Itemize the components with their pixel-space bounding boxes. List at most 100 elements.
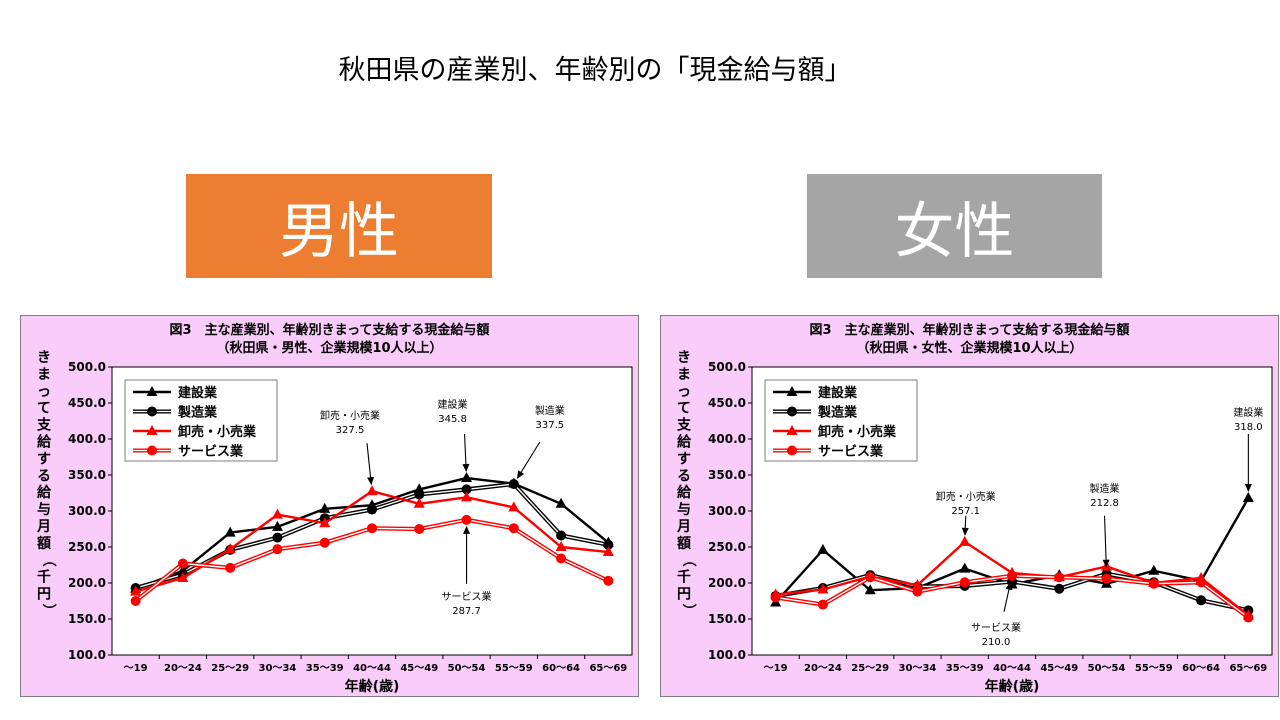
x-tick-label: 25～29 [851, 663, 889, 674]
series-3-point [817, 583, 829, 594]
series-3-point [911, 579, 923, 590]
y-axis-label-char: 与 [37, 502, 51, 518]
y-tick-label: 300.0 [708, 504, 746, 518]
y-axis-label-char: 月 [676, 519, 691, 535]
series-1-point [271, 520, 283, 531]
y-tick-label: 250.0 [708, 540, 746, 554]
series-4-point [1148, 578, 1159, 589]
series-3-point [224, 543, 236, 554]
x-tick-label: 50～54 [1088, 663, 1126, 674]
series-4 [770, 570, 1254, 623]
x-tick-label: 20～24 [804, 663, 842, 674]
series-4-point [556, 553, 567, 564]
legend-label: 製造業 [177, 405, 218, 421]
legend-label: 建設業 [178, 385, 218, 401]
legend-entry: 製造業 [133, 405, 218, 421]
y-tick-label: 450.0 [708, 396, 746, 410]
x-tick-label: 60～64 [542, 663, 580, 674]
series-3-point [461, 491, 473, 502]
legend-label: サービス業 [818, 444, 884, 460]
y-tick-label: 100.0 [708, 648, 746, 662]
annotation-arrow-head [463, 525, 471, 534]
annotation: 卸売・小売業 327.5 [320, 409, 380, 486]
x-tick-label: 65～69 [589, 663, 627, 674]
annotation-arrow-head [367, 476, 375, 486]
y-axis-label-char: て [37, 401, 51, 417]
series-4-point [1054, 572, 1065, 583]
annotation-arrow-line [1103, 515, 1107, 567]
annotation-value: 210.0 [982, 637, 1011, 648]
x-tick-label: ～19 [124, 663, 148, 674]
annotation-arrow-head [1102, 559, 1110, 568]
x-tick-label: 35～39 [946, 663, 984, 674]
x-tick-label: 55～59 [1135, 663, 1173, 674]
series-4-point [1007, 570, 1017, 581]
series-2-point [414, 489, 425, 500]
female-header-label: 女性 [894, 196, 1015, 267]
legend-point [787, 445, 797, 456]
y-axis-label-char: 給 [677, 484, 692, 501]
y-tick-label: 400.0 [68, 432, 106, 446]
annotation-value: 212.8 [1090, 498, 1119, 509]
series-3-point [413, 497, 425, 508]
y-axis-label-char: 給 [37, 434, 52, 451]
series-3-point [508, 501, 520, 512]
y-axis-label-char: 月 [36, 519, 51, 535]
x-tick-label: 65～69 [1229, 663, 1267, 674]
y-tick-label: 350.0 [68, 468, 106, 482]
series-2-point [272, 532, 283, 543]
legend-point [146, 425, 158, 435]
y-axis-label-char: ） [680, 604, 696, 618]
annotation: 製造業 337.5 [516, 404, 565, 479]
series-1-point [319, 502, 331, 513]
legend-entry: 製造業 [773, 405, 858, 421]
legend-point [147, 445, 157, 456]
legend-label: サービス業 [178, 444, 244, 460]
legend-entry: 卸売・小売業 [773, 424, 897, 440]
legend-point [147, 406, 157, 417]
male-header-label: 男性 [279, 196, 399, 267]
legend-label: 製造業 [817, 405, 858, 421]
y-tick-label: 200.0 [708, 576, 746, 590]
annotation-label: 製造業 [1090, 482, 1120, 495]
series-4-point [414, 524, 425, 534]
annotation-label: サービス業 [442, 590, 492, 603]
annotation: 建設業 345.8 [438, 398, 470, 473]
y-axis-label-char: る [677, 468, 691, 484]
series-1-point [817, 543, 829, 554]
series-2-point [556, 530, 567, 541]
series-4-point [508, 523, 519, 534]
x-axis-label: 年齢(歳) [985, 678, 1040, 695]
annotation: サービス業 287.7 [442, 525, 492, 617]
x-tick-label: 20～24 [164, 663, 202, 674]
legend-point [787, 406, 797, 417]
annotation-value: 318.0 [1234, 422, 1263, 433]
series-4-point [817, 599, 828, 610]
legend-label: 卸売・小売業 [178, 424, 257, 440]
series-4-point [461, 514, 472, 525]
female-chart-panel: 図3 主な産業別、年齢別きまって支給する現金給与額 （秋田県・女性、企業規模10人… [660, 315, 1279, 697]
y-axis-label-char: 千 [37, 569, 51, 586]
series-4-point [603, 575, 614, 586]
y-axis-label-char: 与 [677, 502, 691, 518]
y-axis-label-char: て [677, 401, 691, 417]
legend-point [786, 425, 798, 435]
annotation-value: 337.5 [535, 420, 564, 431]
series-3-point [271, 508, 283, 519]
y-tick-label: 350.0 [708, 468, 746, 482]
legend-entry: 建設業 [133, 385, 218, 401]
x-tick-label: 55～59 [495, 663, 533, 674]
series-1-point [224, 526, 236, 537]
series-3-point [366, 485, 378, 496]
y-axis-label-char: き [677, 350, 691, 366]
annotation-value: 257.1 [951, 506, 980, 517]
y-axis-label-char: 支 [676, 417, 692, 434]
series-4-point [1101, 573, 1112, 584]
y-axis-label-char: っ [677, 384, 691, 400]
y-axis-label-char: 円 [37, 587, 51, 603]
chart-title: 図3 主な産業別、年齢別きまって支給する現金給与額 [810, 322, 1130, 338]
x-tick-label: ～19 [764, 663, 788, 674]
y-tick-label: 150.0 [68, 612, 106, 626]
